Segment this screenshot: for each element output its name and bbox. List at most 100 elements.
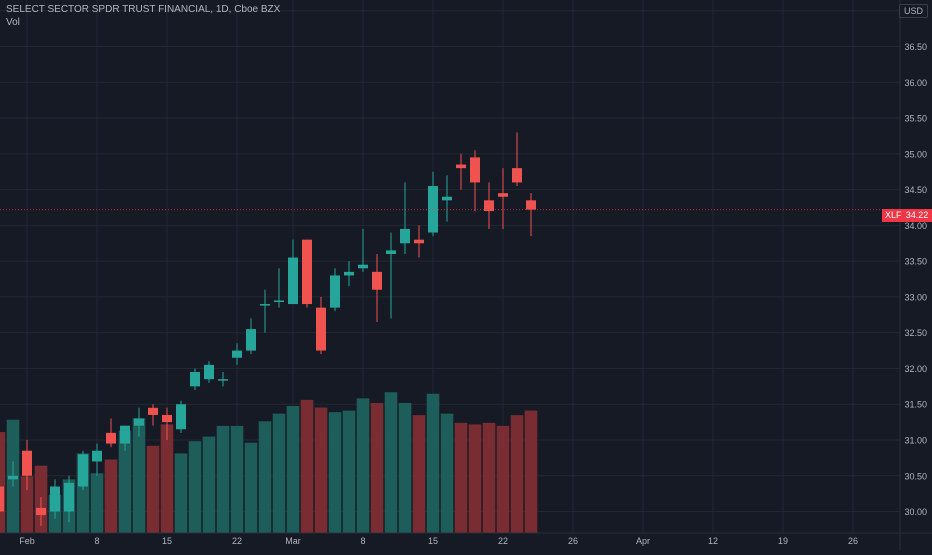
time-tick-label: 15 (428, 536, 438, 546)
candle-body (526, 200, 536, 210)
candle-body (92, 450, 102, 462)
candle-body (204, 364, 214, 380)
volume-bar (342, 410, 356, 533)
candle-body (316, 307, 326, 351)
volume-bar (454, 422, 468, 533)
candle-body (512, 168, 522, 183)
candle (316, 296, 326, 355)
candle (218, 372, 228, 387)
candle (442, 175, 452, 222)
candle (512, 132, 522, 187)
candle (148, 404, 158, 426)
candle (498, 168, 508, 229)
volume-bar (258, 421, 272, 533)
volume-bar (510, 415, 524, 533)
candle-body (358, 264, 368, 269)
candle-body (190, 372, 200, 387)
candle-body (78, 454, 88, 487)
volume-bar (160, 424, 174, 533)
volume-indicator-label[interactable]: Vol (6, 17, 20, 28)
candle (274, 268, 284, 308)
price-tick-label: 32.50 (904, 328, 927, 338)
time-tick-label: Feb (19, 536, 35, 546)
price-tick-label: 33.00 (904, 292, 927, 302)
time-axis[interactable]: Feb 8 15 22 Mar 8 15 22 26 Apr 12 19 26 (0, 532, 932, 546)
price-tick-label: 33.50 (904, 257, 927, 267)
candle-body (442, 196, 452, 201)
price-tick-label: 34.00 (904, 221, 927, 231)
candle-body (232, 350, 242, 358)
time-tick-label: 26 (568, 536, 578, 546)
price-tick-label: 31.50 (904, 400, 927, 410)
candle-body (274, 300, 284, 302)
volume-bar (314, 407, 328, 533)
time-tick-label: Mar (285, 536, 301, 546)
candle (372, 253, 382, 322)
volume-bar (496, 425, 510, 533)
candle-body (0, 486, 4, 512)
last-price-value-tag: 34.22 (902, 209, 932, 222)
time-tick-label: 19 (778, 536, 788, 546)
time-tick-label: 8 (360, 536, 365, 546)
candle (526, 193, 536, 237)
candle-body (148, 407, 158, 415)
price-tick-label: 36.00 (904, 78, 927, 88)
candle-body (8, 475, 18, 480)
candle (22, 439, 32, 491)
volume-bar (104, 459, 118, 533)
candle (106, 418, 116, 448)
candle (50, 479, 60, 519)
candle-body (50, 486, 60, 512)
price-tick-label: 35.00 (904, 149, 927, 159)
candle-body (372, 271, 382, 290)
candle (162, 407, 172, 440)
time-tick-label: 22 (498, 536, 508, 546)
volume-bar (440, 413, 454, 533)
candle (78, 450, 88, 491)
volume-bar (188, 441, 202, 533)
candle-body (498, 193, 508, 197)
candle-body (134, 418, 144, 426)
candle (456, 153, 466, 190)
currency-badge[interactable]: USD (898, 4, 928, 18)
candle-body (302, 239, 312, 305)
volume-bar (174, 453, 188, 533)
time-tick-label: 26 (848, 536, 858, 546)
volume-bar (0, 432, 6, 533)
volume-bar (426, 393, 440, 533)
volume-bar (356, 398, 370, 533)
candle-body (176, 404, 186, 430)
volume-bar (524, 410, 538, 533)
time-tick-label: Apr (636, 536, 650, 546)
candle (134, 407, 144, 437)
price-axis[interactable]: 37.0036.5036.0035.5035.0034.5034.0033.50… (899, 0, 927, 550)
candle-body (120, 425, 130, 444)
candle (260, 289, 270, 333)
candle-body (218, 379, 228, 381)
candle (120, 425, 130, 451)
candle (386, 232, 396, 319)
candle-body (456, 164, 466, 169)
volume-bar (300, 399, 314, 533)
volume-bar (468, 424, 482, 533)
volume-bar (398, 402, 412, 533)
candle (288, 239, 298, 305)
candle (344, 261, 354, 287)
price-tick-label: 30.00 (904, 507, 927, 517)
candle-body (64, 482, 74, 512)
candle (0, 486, 4, 512)
symbol-title[interactable]: SELECT SECTOR SPDR TRUST FINANCIAL, 1D, … (6, 4, 281, 15)
candle (470, 150, 480, 212)
candle-body (288, 257, 298, 305)
candle (92, 443, 102, 476)
volume-bar (202, 436, 216, 533)
volume-bar (90, 473, 104, 533)
candle (414, 225, 424, 258)
candle-body (260, 304, 270, 306)
price-tick-label: 34.50 (904, 185, 927, 195)
price-tick-label: 32.00 (904, 364, 927, 374)
candle-body (36, 507, 46, 516)
candle (400, 182, 410, 254)
